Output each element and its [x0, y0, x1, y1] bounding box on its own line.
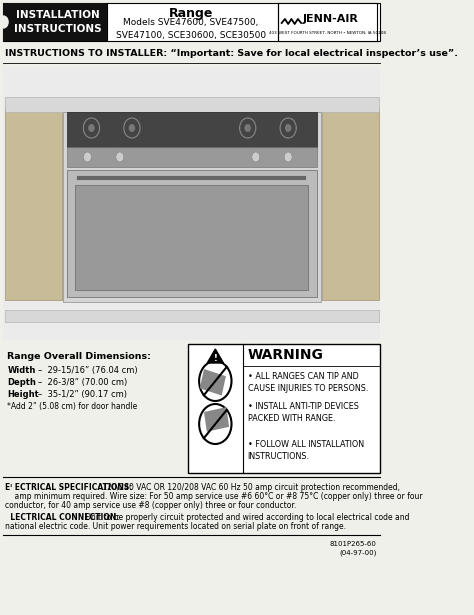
Bar — [278, 3, 377, 41]
Text: Width: Width — [7, 366, 36, 375]
Text: • INSTALL ANTI-TIP DEVICES
PACKED WITH RANGE.: • INSTALL ANTI-TIP DEVICES PACKED WITH R… — [248, 402, 358, 423]
Bar — [75, 185, 309, 290]
Bar — [5, 97, 379, 112]
Bar — [67, 147, 317, 167]
Text: Models SVE47600, SVE47500,
SVE47100, SCE30600, SCE30500: Models SVE47600, SVE47500, SVE47100, SCE… — [116, 18, 266, 40]
Text: • ALL RANGES CAN TIP AND
CAUSE INJURIES TO PERSONS.: • ALL RANGES CAN TIP AND CAUSE INJURIES … — [248, 372, 368, 393]
Bar — [5, 107, 62, 300]
Text: 8101P265-60: 8101P265-60 — [329, 541, 376, 547]
Circle shape — [245, 124, 251, 132]
Circle shape — [129, 124, 135, 132]
Text: WARNING: WARNING — [248, 348, 324, 362]
Text: –  26-3/8” (70.00 cm): – 26-3/8” (70.00 cm) — [38, 378, 128, 387]
Bar — [67, 170, 317, 297]
Text: 403 WEST FOURTH STREET, NORTH • NEWTON, IA 50208: 403 WEST FOURTH STREET, NORTH • NEWTON, … — [269, 31, 386, 35]
Text: Depth: Depth — [7, 378, 36, 387]
Bar — [3, 3, 381, 41]
Text: INSTRUCTIONS TO INSTALLER: “Important: Save for local electrical inspector’s use: INSTRUCTIONS TO INSTALLER: “Important: S… — [5, 49, 458, 58]
Polygon shape — [207, 349, 223, 363]
Circle shape — [116, 152, 124, 162]
Text: amp minimum required. Wire size: For 50 amp service use #6 60°C or #8 75°C (copp: amp minimum required. Wire size: For 50 … — [5, 492, 422, 501]
Text: JENN-AIR: JENN-AIR — [303, 14, 359, 24]
Bar — [3, 3, 107, 41]
Bar — [63, 112, 320, 302]
Text: conductor, for 40 amp service use #8 (copper only) three or four conductor.: conductor, for 40 amp service use #8 (co… — [5, 501, 296, 510]
Text: –  35-1/2” (90.17 cm): – 35-1/2” (90.17 cm) — [38, 390, 127, 399]
Bar — [322, 107, 379, 300]
Text: Unit to be properly circuit protected and wired according to local electrical co: Unit to be properly circuit protected an… — [82, 513, 409, 522]
Bar — [188, 344, 381, 473]
Text: *Add 2” (5.08 cm) for door handle: *Add 2” (5.08 cm) for door handle — [7, 402, 137, 411]
Text: 120/240 VAC OR 120/208 VAC 60 Hz 50 amp circuit protection recommended,: 120/240 VAC OR 120/208 VAC 60 Hz 50 amp … — [100, 483, 401, 492]
Circle shape — [284, 152, 292, 162]
Bar — [3, 67, 381, 340]
Bar — [5, 310, 379, 322]
Text: LECTRICAL CONNECTION:: LECTRICAL CONNECTION: — [5, 513, 119, 522]
Text: • FOLLOW ALL INSTALLATION
INSTRUCTIONS.: • FOLLOW ALL INSTALLATION INSTRUCTIONS. — [248, 440, 364, 461]
Bar — [67, 112, 317, 147]
Text: !: ! — [213, 354, 217, 362]
Circle shape — [88, 124, 95, 132]
Circle shape — [252, 152, 260, 162]
Bar — [200, 369, 226, 395]
Text: –  29-15/16” (76.04 cm): – 29-15/16” (76.04 cm) — [38, 366, 137, 375]
Circle shape — [285, 124, 292, 132]
Circle shape — [0, 16, 8, 28]
Circle shape — [83, 152, 91, 162]
Text: Range Overall Dimensions:: Range Overall Dimensions: — [7, 352, 151, 361]
Text: INSTALLATION
INSTRUCTIONS: INSTALLATION INSTRUCTIONS — [14, 10, 101, 34]
Text: national electric code. Unit power requirements located on serial plate on front: national electric code. Unit power requi… — [5, 522, 346, 531]
Text: (04-97-00): (04-97-00) — [339, 550, 376, 557]
Text: Height: Height — [7, 390, 39, 399]
Text: Eᴵ ECTRICAL SPECIFICATIONS:: Eᴵ ECTRICAL SPECIFICATIONS: — [5, 483, 132, 492]
Bar — [204, 407, 229, 432]
Text: Range: Range — [169, 7, 213, 20]
